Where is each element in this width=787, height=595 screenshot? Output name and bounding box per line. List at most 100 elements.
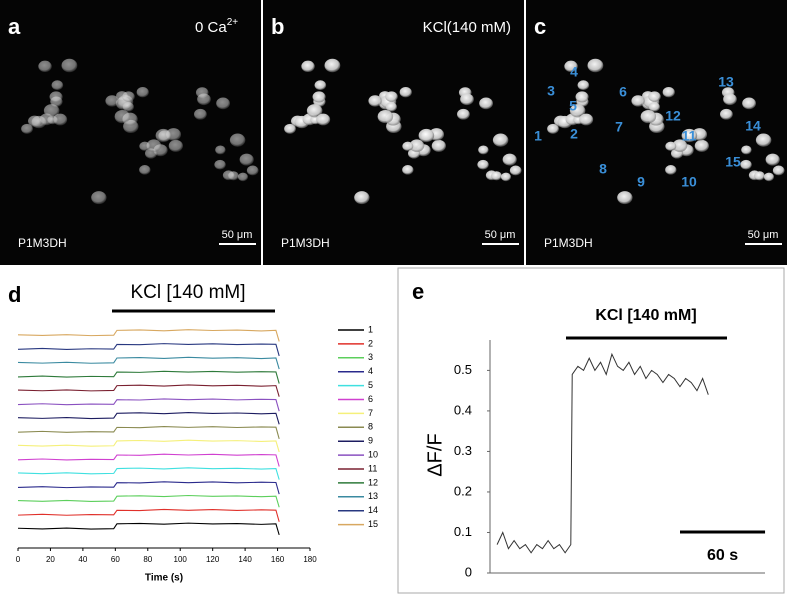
x-tick-label: 140 [238, 555, 252, 564]
legend-label: 14 [368, 505, 378, 515]
cell [38, 60, 52, 73]
cell [114, 109, 131, 124]
cell [228, 171, 239, 181]
cell [631, 95, 645, 107]
legend-label: 15 [368, 519, 378, 529]
legend-label: 2 [368, 338, 373, 348]
cell [740, 159, 752, 170]
cell [457, 108, 470, 120]
y-tick-label: 0 [465, 564, 472, 579]
cell [569, 104, 586, 118]
cell [385, 102, 397, 112]
legend-label: 7 [368, 408, 373, 418]
cell [214, 159, 226, 170]
scale-label: 50 μm [222, 229, 253, 241]
cell [324, 58, 341, 73]
cell [246, 165, 259, 176]
cell [754, 171, 765, 181]
condition-sup: 2+ [227, 17, 239, 28]
legend-label: 11 [368, 463, 377, 473]
cell [368, 95, 382, 107]
x-tick-label: 0 [16, 555, 21, 564]
panel-letter: e [412, 279, 424, 304]
cell [509, 165, 522, 176]
annotation: KCl [140 mM] [130, 282, 245, 303]
cell [492, 133, 509, 147]
panel-letter: d [8, 282, 21, 307]
x-tick-label: 180 [303, 555, 317, 564]
y-tick-label: 0.4 [454, 402, 472, 417]
cell [21, 123, 33, 134]
legend-label: 13 [368, 491, 378, 501]
trace [17, 425, 280, 439]
condition: KCl(140 mM) [423, 19, 511, 36]
sample-id: P1M3DH [281, 236, 330, 250]
cell [564, 60, 578, 73]
trace [17, 439, 280, 453]
sample-id: P1M3DH [18, 236, 67, 250]
cell [239, 153, 254, 166]
trace [17, 343, 280, 357]
cell [316, 113, 331, 126]
panel-letter: a [8, 14, 21, 39]
panel-letter: b [271, 14, 284, 39]
cell [755, 133, 772, 147]
cell [577, 80, 590, 91]
cell [460, 93, 474, 106]
cell [575, 91, 589, 103]
cell-number: 11 [682, 128, 697, 144]
cell [665, 141, 677, 151]
cell [136, 87, 149, 98]
y-tick-label: 0.5 [454, 362, 472, 377]
trace [17, 494, 280, 508]
cell [772, 165, 785, 176]
cell [51, 80, 64, 91]
cell [681, 128, 698, 143]
panel-a: a P1M3DH 50 μm 0 Ca2+ [0, 0, 261, 265]
trace [17, 467, 280, 480]
trace [17, 398, 280, 412]
cell [478, 145, 489, 155]
cell [763, 172, 774, 182]
cell [197, 93, 211, 106]
cell [194, 108, 207, 120]
trace [17, 508, 280, 522]
trace [17, 356, 280, 370]
trace [17, 481, 280, 495]
plots: d KCl [140 mM]0 20 40 60 80 100 120 140 160 180Tim… [8, 267, 785, 594]
cell [301, 60, 315, 73]
cell [139, 165, 151, 175]
x-tick-label: 60 [111, 555, 120, 564]
cell-number: 13 [718, 74, 734, 90]
cell [648, 91, 661, 102]
x-tick-label: 160 [271, 555, 285, 564]
cell [354, 191, 370, 205]
trace [17, 412, 280, 425]
cell [723, 93, 737, 106]
cell [139, 141, 151, 151]
cell [399, 87, 412, 98]
cell [648, 102, 660, 112]
cell-number: 12 [665, 108, 681, 124]
cell [306, 104, 323, 118]
y-axis-label: ΔF/F [424, 433, 446, 476]
cell [402, 141, 414, 151]
trace [17, 453, 280, 467]
cell [640, 109, 657, 124]
legend-label: 12 [368, 477, 378, 487]
cell-number: 8 [599, 161, 607, 177]
cell [229, 133, 246, 147]
cell [402, 165, 414, 175]
cell [314, 80, 327, 91]
legend-label: 8 [368, 422, 373, 432]
legend-label: 1 [368, 324, 373, 334]
cell [43, 104, 60, 118]
cell [53, 113, 68, 126]
cell-number: 14 [745, 118, 761, 134]
cell [720, 108, 733, 120]
cell-number: 5 [569, 98, 577, 114]
cell [91, 191, 107, 205]
cell-number: 2 [570, 126, 578, 142]
